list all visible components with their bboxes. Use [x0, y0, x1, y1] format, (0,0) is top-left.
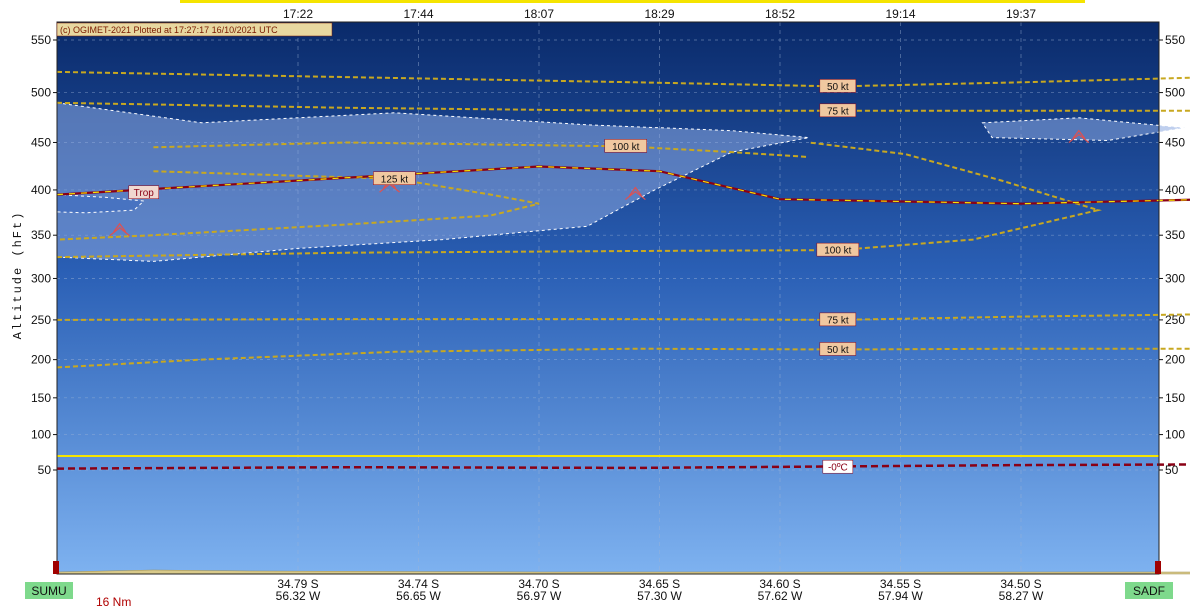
tropopause-label: Trop — [134, 188, 155, 199]
isotach-label-3: 125 kt — [381, 174, 408, 185]
ytick-label-left-200: 200 — [31, 353, 51, 367]
isotach-line-1 — [56, 101, 1190, 112]
credit-text: (c) OGIMET-2021 Plotted at 17:27:17 16/1… — [60, 25, 278, 35]
isotach-label-2-bg — [604, 139, 648, 153]
freezing-level-path — [56, 463, 1190, 470]
ytick-label-right-150: 150 — [1165, 391, 1185, 405]
ytick-label-left-350: 350 — [31, 228, 51, 242]
position-lat-2: 34.70 S — [518, 577, 559, 591]
position-lon-0: 56.32 W — [276, 589, 321, 603]
departure-marker — [53, 561, 59, 574]
freezing-level-label-bg — [822, 459, 854, 474]
tropopause-label-bg — [128, 185, 160, 199]
ytick-label-right-250: 250 — [1165, 313, 1185, 327]
freezing-level-label: -0ºC — [828, 463, 848, 474]
isotach-label-5-bg — [819, 312, 857, 327]
isotach-label-3-bg — [373, 171, 416, 186]
freezing-level-line — [56, 463, 1190, 470]
ytick-label-left-150: 150 — [31, 391, 51, 405]
ytick-label-right-50: 50 — [1165, 463, 1179, 477]
isotach-label-2: 100 kt — [612, 142, 639, 153]
turbulence-symbol-0 — [109, 222, 131, 237]
position-lon-3: 57.30 W — [637, 589, 682, 603]
ytick-label-right-350: 350 — [1165, 228, 1185, 242]
terrain — [56, 569, 1190, 575]
arrival-badge: SADF — [1125, 582, 1173, 599]
time-label-17:44: 17:44 — [403, 7, 433, 21]
ytick-label-right-100: 100 — [1165, 428, 1185, 442]
position-lon-6: 58.27 W — [999, 589, 1044, 603]
isotach-label-5: 75 kt — [827, 315, 849, 326]
tropopause-line-dash — [56, 165, 1190, 205]
time-label-18:29: 18:29 — [644, 7, 674, 21]
y-axis-title: Altitude (hFt) — [11, 211, 25, 340]
ytick-label-right-500: 500 — [1165, 86, 1185, 100]
ytick-label-left-450: 450 — [31, 135, 51, 149]
axes: 550 550 500 500 450 450 400 400 350 350 300 300 250 2… — [31, 7, 1185, 603]
turbulence-symbol-2 — [625, 186, 646, 201]
departure-badge: SUMU — [25, 582, 73, 599]
isotach-label-4-bg — [816, 242, 860, 257]
ytick-label-left-250: 250 — [31, 313, 51, 327]
ytick-label-left-500: 500 — [31, 86, 51, 100]
terrain-profile — [56, 569, 1190, 575]
ytick-label-left-550: 550 — [31, 33, 51, 47]
arrival-marker — [1155, 561, 1161, 574]
position-lat-0: 34.79 S — [277, 577, 318, 591]
position-lon-2: 56.97 W — [517, 589, 562, 603]
turbulence-symbol-3 — [1068, 129, 1090, 144]
position-lon-4: 57.62 W — [758, 589, 803, 603]
isotach-line-4 — [56, 141, 1102, 259]
position-lat-1: 34.74 S — [398, 577, 439, 591]
ytick-label-left-300: 300 — [31, 271, 51, 285]
tropopause-line — [56, 165, 1190, 205]
time-label-19:14: 19:14 — [885, 7, 915, 21]
ytick-label-right-300: 300 — [1165, 271, 1185, 285]
plot-area — [57, 22, 1159, 574]
ytick-label-right-400: 400 — [1165, 183, 1185, 197]
ytick-label-right-200: 200 — [1165, 353, 1185, 367]
departure-code: SUMU — [31, 584, 66, 598]
position-lat-6: 34.50 S — [1000, 577, 1041, 591]
isotach-label-0: 50 kt — [827, 82, 849, 93]
isotach-label-6-bg — [819, 342, 857, 356]
distance-note: 16 Nm — [96, 595, 131, 608]
jet-gap-area — [56, 194, 145, 214]
arrival-code: SADF — [1133, 584, 1165, 598]
isotach-label-0-bg — [819, 79, 857, 93]
ytick-label-right-550: 550 — [1165, 33, 1185, 47]
line-labels: 50 kt 75 kt 100 kt 125 kt 100 kt 75 kt 50 kt Tr… — [128, 79, 860, 474]
plot-border — [56, 21, 1160, 575]
isotach-label-6: 50 kt — [827, 345, 849, 356]
position-lat-4: 34.60 S — [759, 577, 800, 591]
ytick-label-left-100: 100 — [31, 428, 51, 442]
isotach-line-5 — [56, 313, 1190, 321]
time-label-18:07: 18:07 — [524, 7, 554, 21]
time-label-18:52: 18:52 — [765, 7, 795, 21]
position-lat-3: 34.65 S — [639, 577, 680, 591]
top-highlight-bar — [180, 0, 1085, 3]
jet-east-area — [981, 117, 1185, 142]
isotach-line-6 — [56, 347, 1190, 369]
time-label-19:37: 19:37 — [1006, 7, 1036, 21]
position-lon-1: 56.65 W — [396, 589, 441, 603]
isotach-label-1: 75 kt — [827, 106, 849, 117]
isotach-line-0 — [56, 70, 1190, 88]
isotach-label-1-bg — [819, 103, 857, 118]
ytick-label-right-450: 450 — [1165, 135, 1185, 149]
position-lon-5: 57.94 W — [878, 589, 923, 603]
isotach-label-4: 100 kt — [824, 246, 851, 257]
position-lat-5: 34.55 S — [880, 577, 921, 591]
ytick-label-left-400: 400 — [31, 183, 51, 197]
ytick-label-left-50: 50 — [38, 463, 52, 477]
credit-box: (c) OGIMET-2021 Plotted at 17:27:17 16/1… — [56, 22, 333, 37]
time-label-17:22: 17:22 — [283, 7, 313, 21]
